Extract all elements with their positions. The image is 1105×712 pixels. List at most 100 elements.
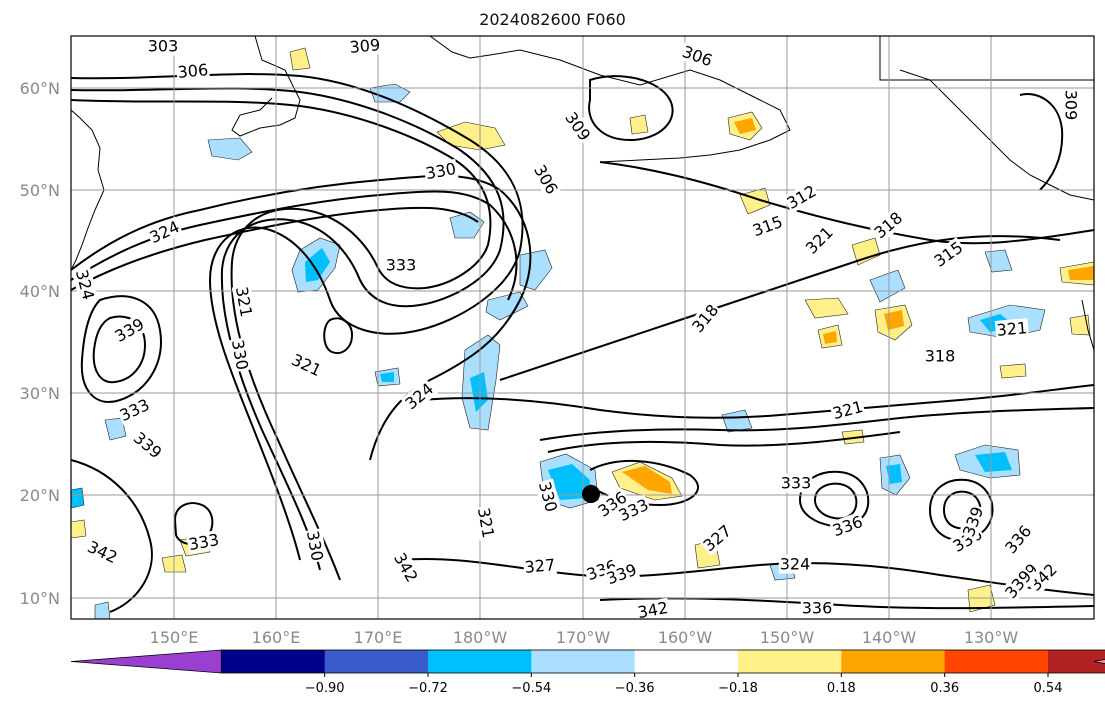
coastline-alaska — [429, 35, 791, 163]
contour-label-halo — [384, 255, 418, 275]
colorbar-segment — [841, 650, 946, 673]
contour-closed — [173, 502, 214, 546]
contour-label-halo — [83, 536, 122, 568]
contour-label-halo — [1061, 88, 1081, 122]
longitude-labels: 150°E 160°E 170°E 180°W 170°W 160°W 150°W 140°W… — [150, 628, 1019, 647]
lon-label: 160°E — [252, 628, 301, 647]
contour-label-halo — [129, 427, 167, 463]
contour-label-halo — [593, 487, 632, 522]
lon-label: 150°W — [760, 628, 815, 647]
contour-label-halo — [800, 598, 834, 618]
contour-label-halo — [782, 180, 821, 214]
contour-label: 318 — [925, 347, 956, 366]
contour-label-halo — [698, 520, 736, 556]
latitude-labels: 60°N 50°N 40°N 30°N 20°N 10°N — [20, 79, 60, 608]
border-alaska-canada — [879, 36, 1094, 81]
blue-patch — [721, 409, 753, 433]
contour-line — [70, 99, 492, 581]
contour-label-halo — [227, 337, 253, 373]
cyclone-center-marker — [582, 485, 600, 503]
blue-core-patch — [380, 372, 394, 382]
contour-label-halo — [1000, 520, 1036, 558]
contour-label-halo — [801, 222, 838, 259]
lon-label: 160°W — [658, 628, 713, 647]
colorbar: −0.90−0.72−0.54−0.36−0.180.180.360.540.7… — [70, 649, 1105, 696]
contour-label: 309 — [1062, 90, 1081, 121]
contour-label-halo — [560, 107, 595, 146]
contour-line — [1019, 93, 1064, 191]
map-title: 2024082600 F060 — [479, 10, 626, 29]
colorbar-segment — [738, 650, 842, 673]
contour-closed — [80, 295, 162, 403]
contour-label-halo — [529, 160, 563, 199]
contour-line — [599, 161, 1095, 245]
yellow-patch — [851, 237, 881, 266]
contour-label-halo — [400, 378, 438, 414]
yellow-patch — [804, 297, 849, 319]
blue-core-patch — [975, 452, 1012, 472]
contour-label-halo — [583, 555, 621, 585]
blue-patch — [70, 487, 85, 509]
colorbar-tick-label: −0.36 — [615, 681, 655, 696]
contour-label: 306 — [177, 60, 209, 82]
contour-label-halo — [635, 597, 671, 623]
colorbar-tick-label: −0.54 — [511, 681, 551, 696]
colorbar-segment — [531, 650, 636, 673]
colorbar-segment — [324, 650, 429, 673]
contour-label-halo — [687, 299, 723, 337]
contour-label-halo — [186, 529, 222, 555]
contour-label-halo — [1025, 559, 1062, 596]
contour-closed — [813, 482, 858, 520]
map-frame — [70, 35, 1095, 620]
orange-core-patch — [734, 118, 756, 134]
contour-label: 327 — [524, 555, 556, 577]
contour-closed — [928, 478, 994, 542]
lat-label: 60°N — [20, 79, 60, 98]
colorbar-tick-label: 0.54 — [1034, 681, 1063, 696]
lat-label: 50°N — [20, 181, 60, 200]
colorbar-segment — [1048, 650, 1105, 673]
contour-label-halo — [614, 494, 653, 526]
contour-label-halo — [473, 505, 499, 541]
contour-line — [70, 73, 524, 561]
colorbar-tick-label: 0.18 — [827, 681, 856, 696]
contour-line — [70, 174, 532, 461]
colorbar-left-arrow — [70, 649, 222, 674]
contour-label: 303 — [148, 37, 179, 56]
contour-label-halo — [829, 396, 866, 424]
blue-patch — [485, 291, 529, 321]
contour-label-halo — [829, 511, 867, 541]
contour-label-halo — [175, 60, 210, 82]
colorbar-segment — [428, 650, 532, 673]
yellow-patch — [629, 114, 649, 135]
blue-patch — [94, 601, 111, 620]
contour-line — [399, 557, 1095, 596]
contour-label: 333 — [386, 256, 417, 275]
lon-label: 150°E — [150, 628, 199, 647]
contour-closed — [798, 470, 870, 528]
coastline-west-us — [1081, 299, 1095, 351]
colorbar-tick-label: −0.72 — [408, 681, 448, 696]
lon-label: 140°W — [862, 628, 917, 647]
blue-patch — [449, 211, 485, 239]
contour-label-halo — [110, 313, 149, 347]
lat-label: 20°N — [20, 486, 60, 505]
contour-label-halo — [347, 35, 382, 57]
colorbar-segment — [944, 650, 1049, 673]
contour-line — [70, 459, 153, 613]
contour-label-halo — [146, 36, 180, 56]
contour-label: 321 — [996, 318, 1028, 340]
yellow-patch — [999, 363, 1027, 379]
colorbar-tick-label: −0.90 — [305, 681, 345, 696]
lon-label: 180°W — [453, 628, 508, 647]
contour-label-halo — [869, 207, 907, 243]
contour-label-halo — [231, 284, 257, 320]
contour-line — [539, 407, 1095, 441]
contour-label: 333 — [781, 474, 812, 493]
orange-core-patch — [622, 466, 672, 494]
blue-core-patch — [548, 464, 590, 500]
blue-patch — [104, 417, 127, 441]
contour-label-halo — [929, 237, 968, 272]
contour-label-halo — [302, 528, 328, 564]
contour-label-halo — [1000, 565, 1036, 603]
